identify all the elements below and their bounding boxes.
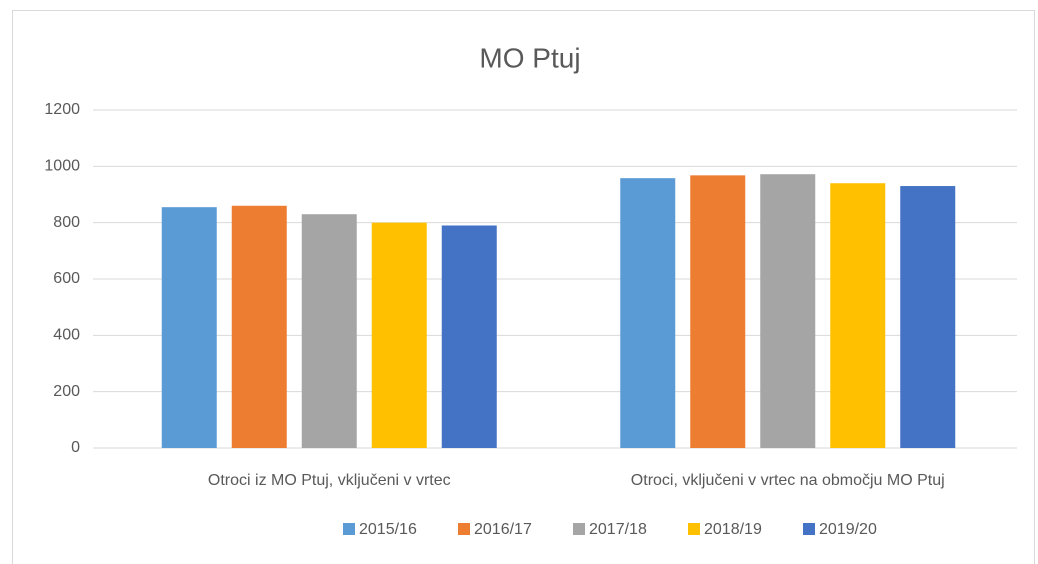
bar xyxy=(161,207,217,448)
bar xyxy=(371,222,427,448)
chart-title: MO Ptuj xyxy=(479,42,580,73)
legend-swatch xyxy=(803,523,815,535)
legend-label: 2018/19 xyxy=(704,521,762,538)
bar xyxy=(620,178,676,448)
bar xyxy=(900,186,956,449)
y-tick-label: 1000 xyxy=(44,158,80,175)
bar xyxy=(301,214,357,448)
y-tick-label: 600 xyxy=(53,270,80,287)
bar xyxy=(690,175,746,448)
legend-swatch xyxy=(343,523,355,535)
y-tick-label: 200 xyxy=(53,383,80,400)
legend-swatch xyxy=(573,523,585,535)
y-tick-label: 1200 xyxy=(44,101,80,118)
bar xyxy=(231,205,287,448)
y-tick-label: 0 xyxy=(71,439,80,456)
x-tick-label: Otroci iz MO Ptuj, vključeni v vrtec xyxy=(208,472,451,489)
legend-swatch xyxy=(688,523,700,535)
y-tick-label: 400 xyxy=(53,327,80,344)
x-tick-label: Otroci, vključeni v vrtec na območju MO … xyxy=(631,472,945,489)
legend-swatch xyxy=(458,523,470,535)
bar xyxy=(830,183,886,448)
legend-label: 2019/20 xyxy=(819,521,877,538)
legend-label: 2015/16 xyxy=(359,521,417,538)
y-tick-label: 800 xyxy=(53,214,80,231)
legend-label: 2016/17 xyxy=(474,521,532,538)
bar xyxy=(441,225,497,448)
bar xyxy=(760,174,816,448)
legend-label: 2017/18 xyxy=(589,521,647,538)
